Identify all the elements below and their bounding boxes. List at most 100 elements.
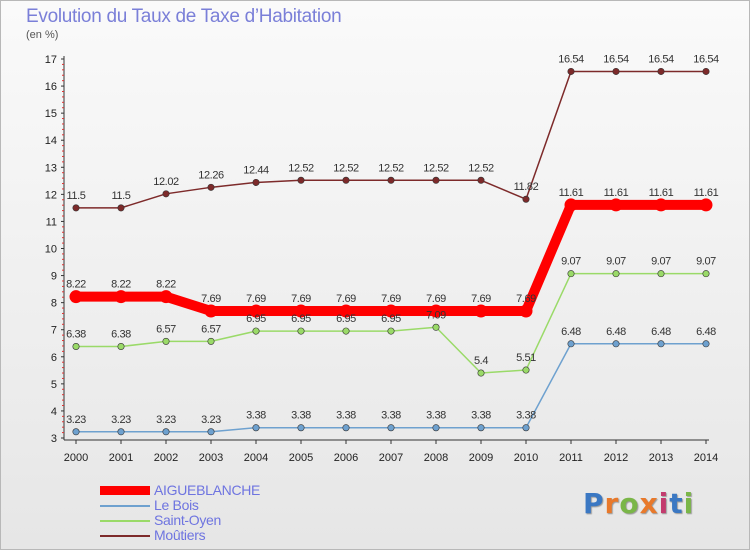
- y-tick-label: 5: [51, 379, 57, 391]
- logo-letter: r: [604, 487, 620, 520]
- y-tick-label: 3: [51, 433, 57, 445]
- data-label: 6.38: [111, 328, 131, 340]
- data-point: [567, 270, 575, 278]
- data-label: 12.44: [243, 164, 269, 176]
- legend-swatch: [100, 505, 150, 507]
- logo-letter: x: [639, 487, 659, 520]
- data-label: 6.48: [696, 326, 716, 338]
- data-point: [69, 290, 83, 304]
- data-label: 3.23: [111, 414, 131, 426]
- x-tick-label: 2004: [244, 452, 268, 464]
- data-point: [477, 369, 485, 377]
- data-label: 7.69: [246, 293, 266, 305]
- data-label: 7.09: [426, 309, 446, 321]
- data-label: 12.02: [153, 176, 179, 188]
- logo-letter: P: [583, 487, 605, 520]
- x-tick-label: 2001: [109, 452, 133, 464]
- data-label: 6.95: [246, 313, 266, 325]
- x-tick-label: 2003: [199, 452, 223, 464]
- data-label: 9.07: [651, 256, 671, 268]
- data-label: 3.38: [381, 410, 401, 422]
- data-label: 7.69: [426, 293, 446, 305]
- data-label: 7.69: [291, 293, 311, 305]
- data-label: 11.82: [514, 181, 539, 193]
- data-point: [384, 304, 398, 318]
- data-label: 3.38: [336, 410, 356, 422]
- data-point: [477, 424, 485, 432]
- data-point: [702, 67, 710, 75]
- x-tick-label: 2014: [694, 452, 718, 464]
- x-tick-label: 2006: [334, 452, 358, 464]
- data-point: [249, 304, 263, 318]
- data-label: 8.22: [111, 279, 131, 291]
- data-label: 6.57: [201, 323, 221, 335]
- data-point: [252, 178, 260, 186]
- data-point: [207, 428, 215, 436]
- data-label: 3.38: [291, 410, 311, 422]
- data-point: [207, 183, 215, 191]
- x-tick-label: 2000: [64, 452, 88, 464]
- data-point: [429, 304, 443, 318]
- data-point: [252, 424, 260, 432]
- data-point: [522, 424, 530, 432]
- data-label: 6.48: [606, 326, 626, 338]
- data-point: [159, 290, 173, 304]
- data-label: 11.61: [694, 187, 719, 199]
- data-point: [204, 304, 218, 318]
- x-tick-label: 2010: [514, 452, 538, 464]
- data-point: [702, 340, 710, 348]
- data-label: 11.5: [112, 190, 131, 202]
- data-point: [339, 304, 353, 318]
- data-point: [609, 198, 623, 212]
- data-point: [519, 304, 533, 318]
- chart-title: Evolution du Taux de Taxe d’Habitation: [26, 6, 342, 27]
- x-tick-label: 2013: [649, 452, 673, 464]
- data-label: 9.07: [606, 256, 626, 268]
- legend-swatch: [100, 535, 150, 537]
- legend-swatch: [100, 486, 150, 495]
- data-point: [117, 204, 125, 212]
- data-point: [297, 424, 305, 432]
- y-tick-label: 17: [45, 54, 57, 66]
- data-label: 6.48: [651, 326, 671, 338]
- x-tick-label: 2011: [559, 452, 583, 464]
- data-label: 3.38: [246, 410, 266, 422]
- data-label: 11.61: [604, 187, 629, 199]
- y-tick-label: 11: [46, 216, 57, 228]
- data-point: [522, 195, 530, 203]
- data-label: 12.52: [468, 162, 494, 174]
- x-tick-label: 2005: [289, 452, 313, 464]
- legend-label: Saint-Oyen: [154, 512, 222, 528]
- y-tick-label: 14: [45, 135, 57, 147]
- data-point: [387, 327, 395, 335]
- data-point: [114, 290, 128, 304]
- data-point: [432, 176, 440, 184]
- data-label: 6.38: [66, 328, 86, 340]
- legend-label: AIGUEBLANCHE: [154, 482, 261, 498]
- data-label: 12.26: [198, 169, 224, 181]
- data-point: [567, 67, 575, 75]
- data-label: 8.22: [66, 279, 86, 291]
- data-label: 7.69: [516, 293, 536, 305]
- data-label: 6.95: [381, 313, 401, 325]
- data-label: 7.69: [471, 293, 491, 305]
- y-tick-label: 10: [45, 244, 57, 256]
- data-point: [72, 204, 80, 212]
- legend-label: Moûtiers: [154, 527, 206, 543]
- data-label: 5.51: [516, 352, 536, 364]
- data-label: 16.54: [603, 53, 629, 65]
- y-tick-label: 12: [45, 189, 57, 201]
- data-point: [117, 428, 125, 436]
- data-label: 9.07: [696, 256, 716, 268]
- logo-letter: o: [619, 487, 640, 520]
- logo-letter: t: [669, 487, 684, 520]
- data-label: 3.23: [156, 414, 176, 426]
- data-point: [342, 424, 350, 432]
- data-point: [342, 176, 350, 184]
- data-point: [342, 327, 350, 335]
- data-point: [432, 323, 440, 331]
- y-tick-label: 7: [51, 325, 57, 337]
- data-point: [297, 327, 305, 335]
- data-label: 9.07: [561, 256, 581, 268]
